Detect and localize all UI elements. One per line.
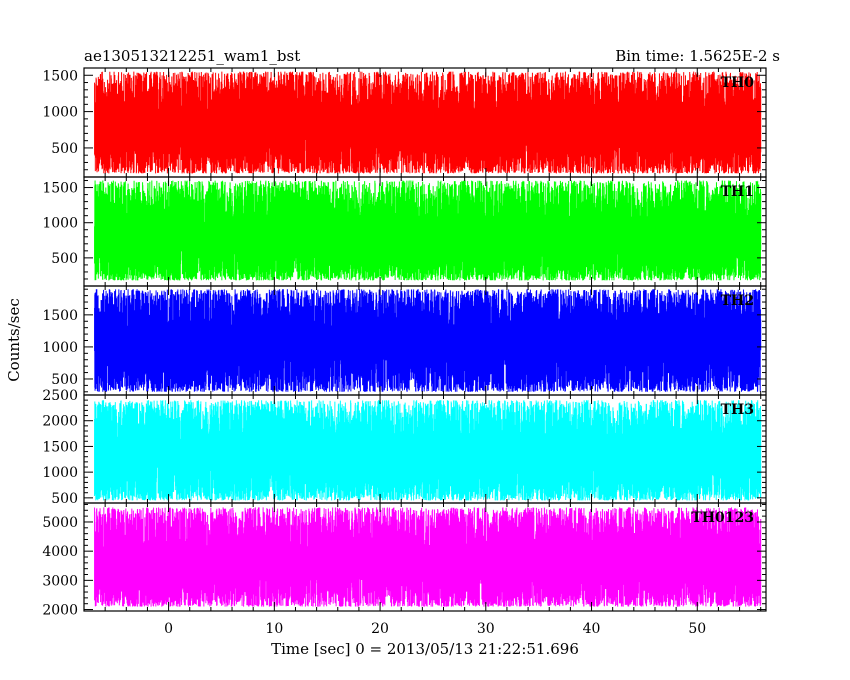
y-tick-label: 500: [51, 372, 78, 388]
chart-title-left: ae130513212251_wam1_bst: [84, 47, 300, 65]
x-tick-label: 40: [583, 621, 601, 637]
y-tick-label: 2000: [42, 414, 78, 430]
y-tick-label: 1500: [42, 68, 78, 84]
y-tick-label: 1000: [42, 465, 78, 481]
y-tick-label: 1000: [42, 105, 78, 121]
y-tick-label: 2000: [42, 603, 78, 619]
panel-th0: 500 1000 1500 TH0: [42, 67, 767, 178]
panel-label-th1: TH1: [721, 184, 754, 200]
series-th0123-line: [94, 507, 762, 607]
x-tick-label: 0: [164, 621, 173, 637]
y-tick-label: 500: [51, 491, 78, 507]
panel-th2: 500 1000 1500 TH2: [42, 285, 767, 396]
x-axis-label: Time [sec] 0 = 2013/05/13 21:22:51.696: [271, 640, 579, 658]
x-tick-label: 20: [371, 621, 389, 637]
x-tick-label: 30: [477, 621, 495, 637]
panel-th3: 500 1000 1500 2000 2500 TH3: [42, 388, 767, 507]
y-tick-label: 1500: [42, 308, 78, 324]
x-tick-label: 10: [265, 621, 283, 637]
panel-label-th2: TH2: [721, 293, 754, 309]
y-tick-label: 4000: [42, 544, 78, 560]
y-axis-label: Counts/sec: [5, 298, 23, 382]
y-tick-label: 1000: [42, 340, 78, 356]
series-th2-line: [94, 289, 762, 392]
y-tick-label: 500: [51, 141, 78, 157]
panel-label-th0123: TH0123: [691, 510, 754, 526]
y-tick-label: 2500: [42, 388, 78, 404]
chart-title-right: Bin time: 1.5625E-2 s: [615, 47, 780, 65]
panel-th1: 500 1000 1500 TH1: [42, 176, 767, 287]
panel-th0123: 2000 3000 4000 5000 TH0123: [42, 502, 767, 619]
series-th3-line: [94, 400, 762, 501]
series-th0-line: [94, 71, 762, 174]
series-th1-line: [94, 180, 762, 281]
panel-label-th3: TH3: [721, 402, 754, 418]
y-tick-label: 3000: [42, 573, 78, 589]
y-tick-label: 5000: [42, 515, 78, 531]
y-tick-label: 500: [51, 251, 78, 267]
panel-label-th0: TH0: [721, 75, 755, 91]
y-tick-label: 1000: [42, 216, 78, 232]
y-tick-label: 1500: [42, 439, 78, 455]
y-tick-label: 1500: [42, 181, 78, 197]
x-tick-label: 50: [688, 621, 706, 637]
